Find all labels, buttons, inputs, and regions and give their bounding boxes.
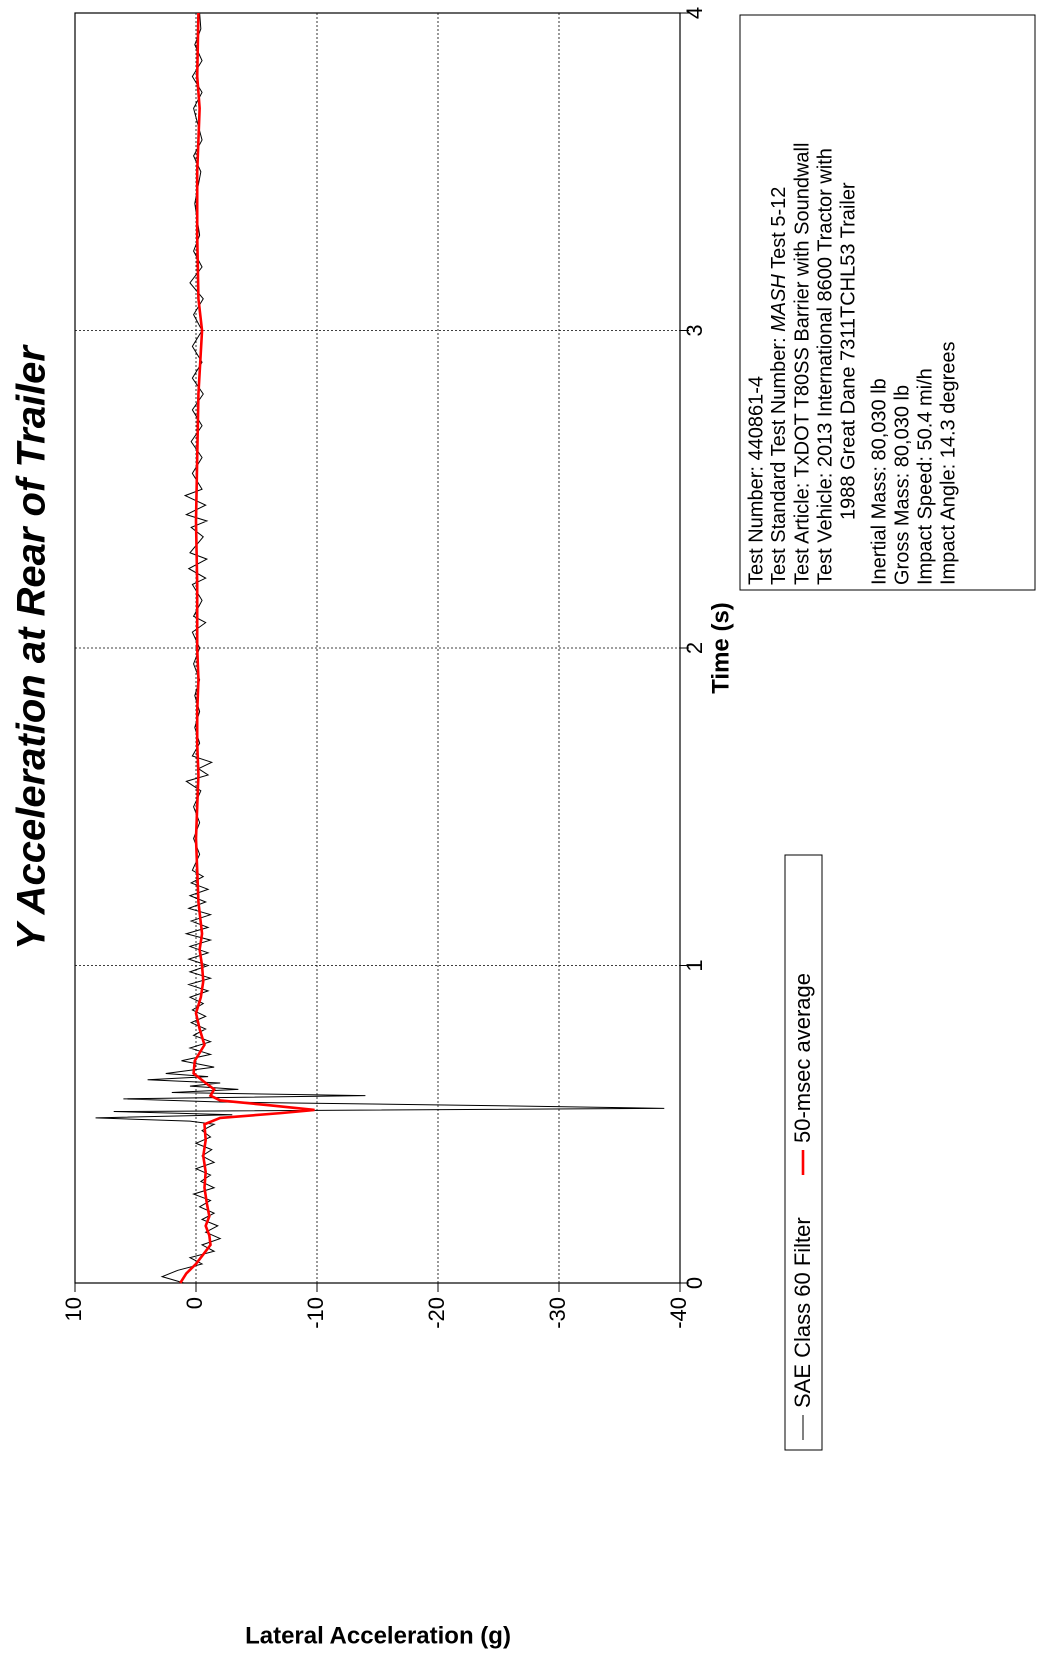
y-axis-label: Lateral Acceleration (g) [245,1622,511,1649]
info-line: Gross Mass: 80,030 lb [891,385,913,585]
x-tick-label: 0 [682,1277,707,1289]
info-line: 1988 Great Dane 7311TCHL53 Trailer [837,182,859,520]
y-tick-label: -10 [303,1297,328,1329]
chart-title: Y Acceleration at Rear of Trailer [10,344,54,950]
x-tick-label: 2 [682,642,707,654]
plot-frame [74,12,681,1284]
x-tick-label: 4 [682,7,707,19]
y-tick-label: -30 [545,1297,570,1329]
y-tick-label: 0 [182,1297,207,1309]
y-tick-label: -20 [424,1297,449,1329]
data-line [179,12,315,1284]
info-box [739,14,1036,591]
info-line: Inertial Mass: 80,030 lb [868,378,890,585]
info-line: Impact Speed: 50.4 mi/h [914,368,936,585]
info-line: Test Article: TxDOT T80SS Barrier with S… [791,143,813,585]
info-text: MASH [768,274,790,332]
info-line: Impact Angle: 14.3 degrees [937,342,959,586]
legend-box [784,854,823,1451]
x-axis-label: Time (s) [707,602,734,694]
info-text: Test 5-12 [768,187,790,274]
x-tick-label: 3 [682,324,707,336]
info-line: Test Vehicle: 2013 International 8600 Tr… [814,148,836,585]
x-tick-label: 1 [682,959,707,971]
rotated-chart: Y Acceleration at Rear of Trailer Time (… [10,7,1036,1649]
legend-label: SAE Class 60 Filter [790,1217,815,1408]
info-text: Test Standard Test Number: [768,332,790,585]
info-line: Test Standard Test Number: MASH Test 5-1… [768,187,790,585]
y-tick-label: -40 [666,1297,691,1329]
info-line: Test Number: 440861-4 [745,376,767,585]
legend-label: 50-msec average [790,973,815,1143]
y-tick-label: 10 [61,1297,86,1321]
